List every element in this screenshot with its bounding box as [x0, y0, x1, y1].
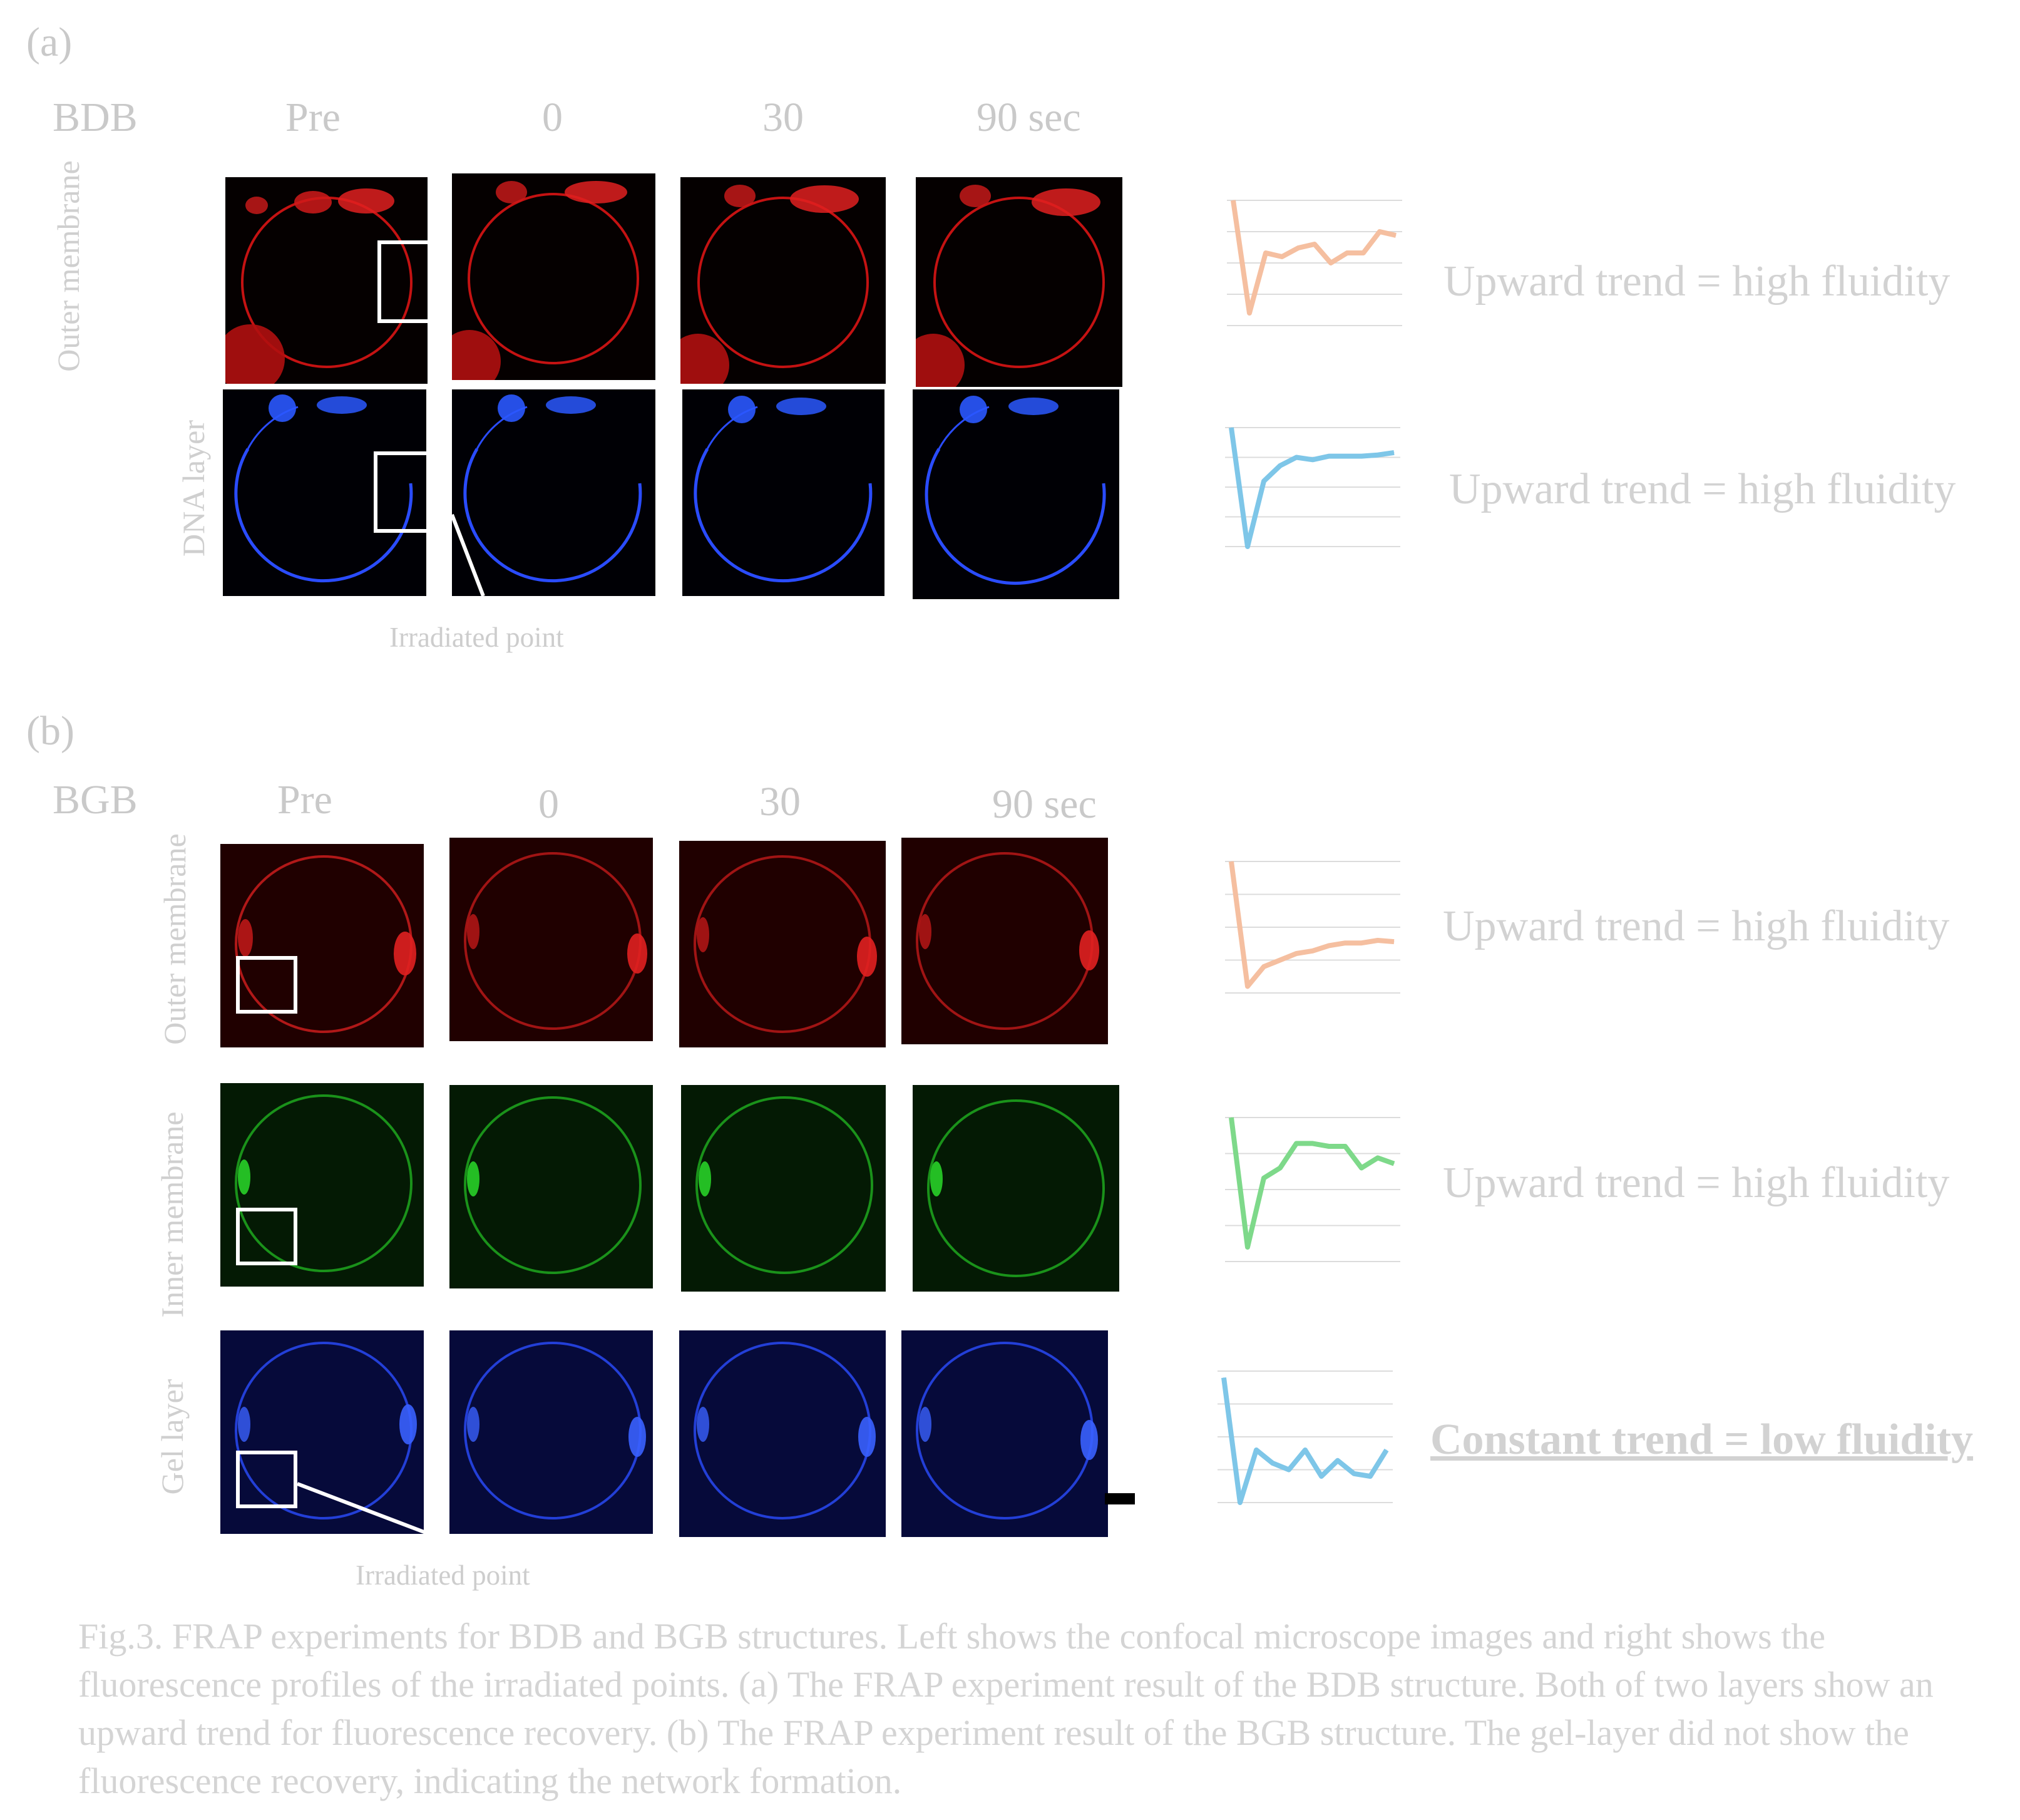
trend-chart-svg	[1227, 200, 1402, 326]
panel-a-row-label-outer: Outer membrane	[51, 160, 86, 372]
trend-chart-svg	[1225, 1117, 1400, 1262]
panel-a-time-pre: Pre	[285, 95, 341, 140]
micrograph-b-outer-30	[679, 841, 886, 1047]
trend-series-line	[1229, 1117, 1395, 1250]
micrograph-b-gel-90	[901, 1330, 1108, 1537]
micrograph-b-outer-90	[901, 838, 1108, 1044]
trend-point	[1231, 861, 1232, 862]
micrograph-b-inner-pre	[220, 1083, 424, 1287]
panel-a-structure-label: BDB	[53, 95, 138, 140]
panel-b-trend-inner: Upward trend = high fluidity	[1443, 1159, 1950, 1207]
trend-point	[1256, 1449, 1257, 1451]
panel-a-label: (a)	[26, 19, 73, 65]
panel-b-time-0: 0	[538, 781, 559, 827]
trend-point	[1296, 457, 1297, 458]
trend-point	[1296, 1143, 1297, 1144]
trend-point	[1393, 452, 1395, 453]
trend-chart-svg	[1225, 861, 1400, 994]
trend-point	[1370, 1476, 1371, 1477]
trend-point	[1346, 252, 1348, 254]
panel-a-trend-outer: Upward trend = high fluidity	[1443, 257, 1951, 306]
trend-point	[1328, 945, 1330, 946]
trend-chart-svg	[1225, 427, 1400, 549]
panel-b-time-90: 90 sec	[992, 781, 1097, 827]
panel-b-structure-label: BGB	[53, 777, 138, 823]
trend-point	[1393, 1163, 1395, 1164]
trend-series-line	[1221, 1377, 1389, 1505]
panel-b-label: (b)	[26, 708, 74, 754]
trend-point	[1305, 1449, 1306, 1451]
trend-point	[1363, 252, 1364, 254]
micrograph-b-outer-0	[449, 838, 653, 1041]
trend-point	[1345, 1146, 1346, 1147]
micrograph-b-gel-pre	[220, 1330, 424, 1534]
trend-chart-a-dna	[1225, 415, 1400, 559]
micrograph-a-outer-pre	[225, 177, 428, 384]
panel-a-time-90: 90 sec	[977, 95, 1081, 140]
panel-b-irradiated-label: Irradiated point	[356, 1560, 530, 1591]
micrograph-a-outer-30	[680, 177, 886, 384]
micrograph-b-outer-pre	[220, 844, 424, 1047]
trend-point	[1353, 1473, 1355, 1474]
trend-point	[1279, 465, 1281, 466]
panel-b-row-label-inner: Inner membrane	[155, 1111, 190, 1318]
trend-point	[1321, 1476, 1322, 1477]
micrograph-b-gel-30	[679, 1330, 886, 1537]
panel-b-row-label-gel: Gel layer	[155, 1379, 190, 1495]
trend-chart-b-outer	[1225, 849, 1400, 1005]
micrograph-a-outer-0	[452, 173, 655, 380]
panel-a-time-30: 30	[762, 95, 804, 140]
trend-series-line	[1229, 861, 1395, 989]
panel-a-time-0: 0	[542, 95, 563, 140]
panel-a-row-label-dna: DNA layer	[176, 420, 211, 557]
panel-a-irradiated-label: Irradiated point	[389, 622, 564, 653]
panel-b-row-label-outer: Outer membrane	[157, 833, 192, 1045]
scale-bar	[1105, 1493, 1135, 1504]
panel-a-trend-dna: Upward trend = high fluidity	[1449, 465, 1956, 513]
trend-point	[1298, 247, 1299, 249]
panel-b-time-pre: Pre	[277, 777, 332, 823]
micrograph-b-inner-0	[449, 1085, 653, 1288]
trend-series-line	[1231, 200, 1397, 316]
trend-point	[1249, 312, 1250, 314]
micrograph-b-inner-30	[681, 1085, 886, 1292]
trend-chart-b-inner	[1225, 1105, 1400, 1274]
micrograph-a-outer-90	[916, 177, 1122, 387]
micrograph-a-dna-0	[452, 389, 655, 596]
trend-chart-a-outer	[1227, 188, 1402, 338]
micrograph-a-dna-30	[682, 389, 884, 596]
panel-b-trend-gel: Constant trend = low fluidity	[1430, 1416, 1974, 1464]
trend-chart-b-gel	[1218, 1359, 1393, 1515]
micrograph-b-gel-0	[449, 1330, 653, 1534]
panel-b-time-30: 30	[759, 779, 801, 825]
trend-point	[1395, 235, 1397, 236]
figure-caption: Fig.3. FRAP experiments for BDB and BGB …	[78, 1616, 1934, 1801]
micrograph-b-inner-90	[913, 1085, 1119, 1292]
trend-point	[1328, 1146, 1330, 1147]
trend-point	[1233, 200, 1234, 201]
panel-b-trend-outer: Upward trend = high fluidity	[1443, 902, 1950, 950]
trend-chart-svg	[1218, 1370, 1393, 1505]
micrograph-a-dna-90	[913, 389, 1119, 599]
micrograph-a-dna-pre	[223, 389, 426, 596]
